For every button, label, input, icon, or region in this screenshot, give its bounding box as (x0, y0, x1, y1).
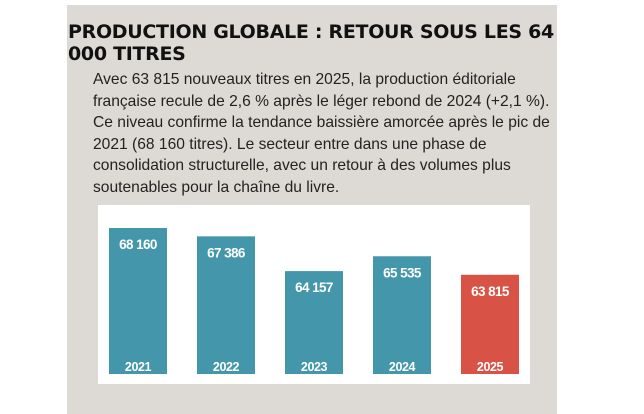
bar-2024 (373, 256, 431, 374)
bar-chart: 68 160 2021 67 386 2022 64 157 2023 65 535 2024… (109, 228, 519, 374)
category-label-2025: 2025 (477, 360, 504, 374)
value-label-2025: 63 815 (471, 284, 510, 299)
value-label-2023: 64 157 (295, 280, 333, 295)
value-label-2022: 67 386 (207, 245, 246, 260)
bar-2022 (197, 236, 255, 374)
value-label-2021: 68 160 (119, 237, 157, 252)
bar-2021 (109, 228, 167, 374)
chart-title: PRODUCTION GLOBALE : RETOUR SOUS LES 64 … (68, 21, 554, 65)
category-label-2021: 2021 (125, 360, 152, 374)
chart-area: 68 160 2021 67 386 2022 64 157 2023 65 535 2024… (98, 205, 530, 384)
value-label-2024: 65 535 (383, 265, 422, 280)
category-label-2023: 2023 (301, 360, 328, 374)
bar-2023 (285, 271, 343, 374)
category-label-2022: 2022 (213, 360, 240, 374)
description-text: Avec 63 815 nouveaux titres en 2025, la … (93, 71, 550, 196)
bar-2025 (461, 274, 519, 374)
category-label-2024: 2024 (389, 360, 416, 374)
